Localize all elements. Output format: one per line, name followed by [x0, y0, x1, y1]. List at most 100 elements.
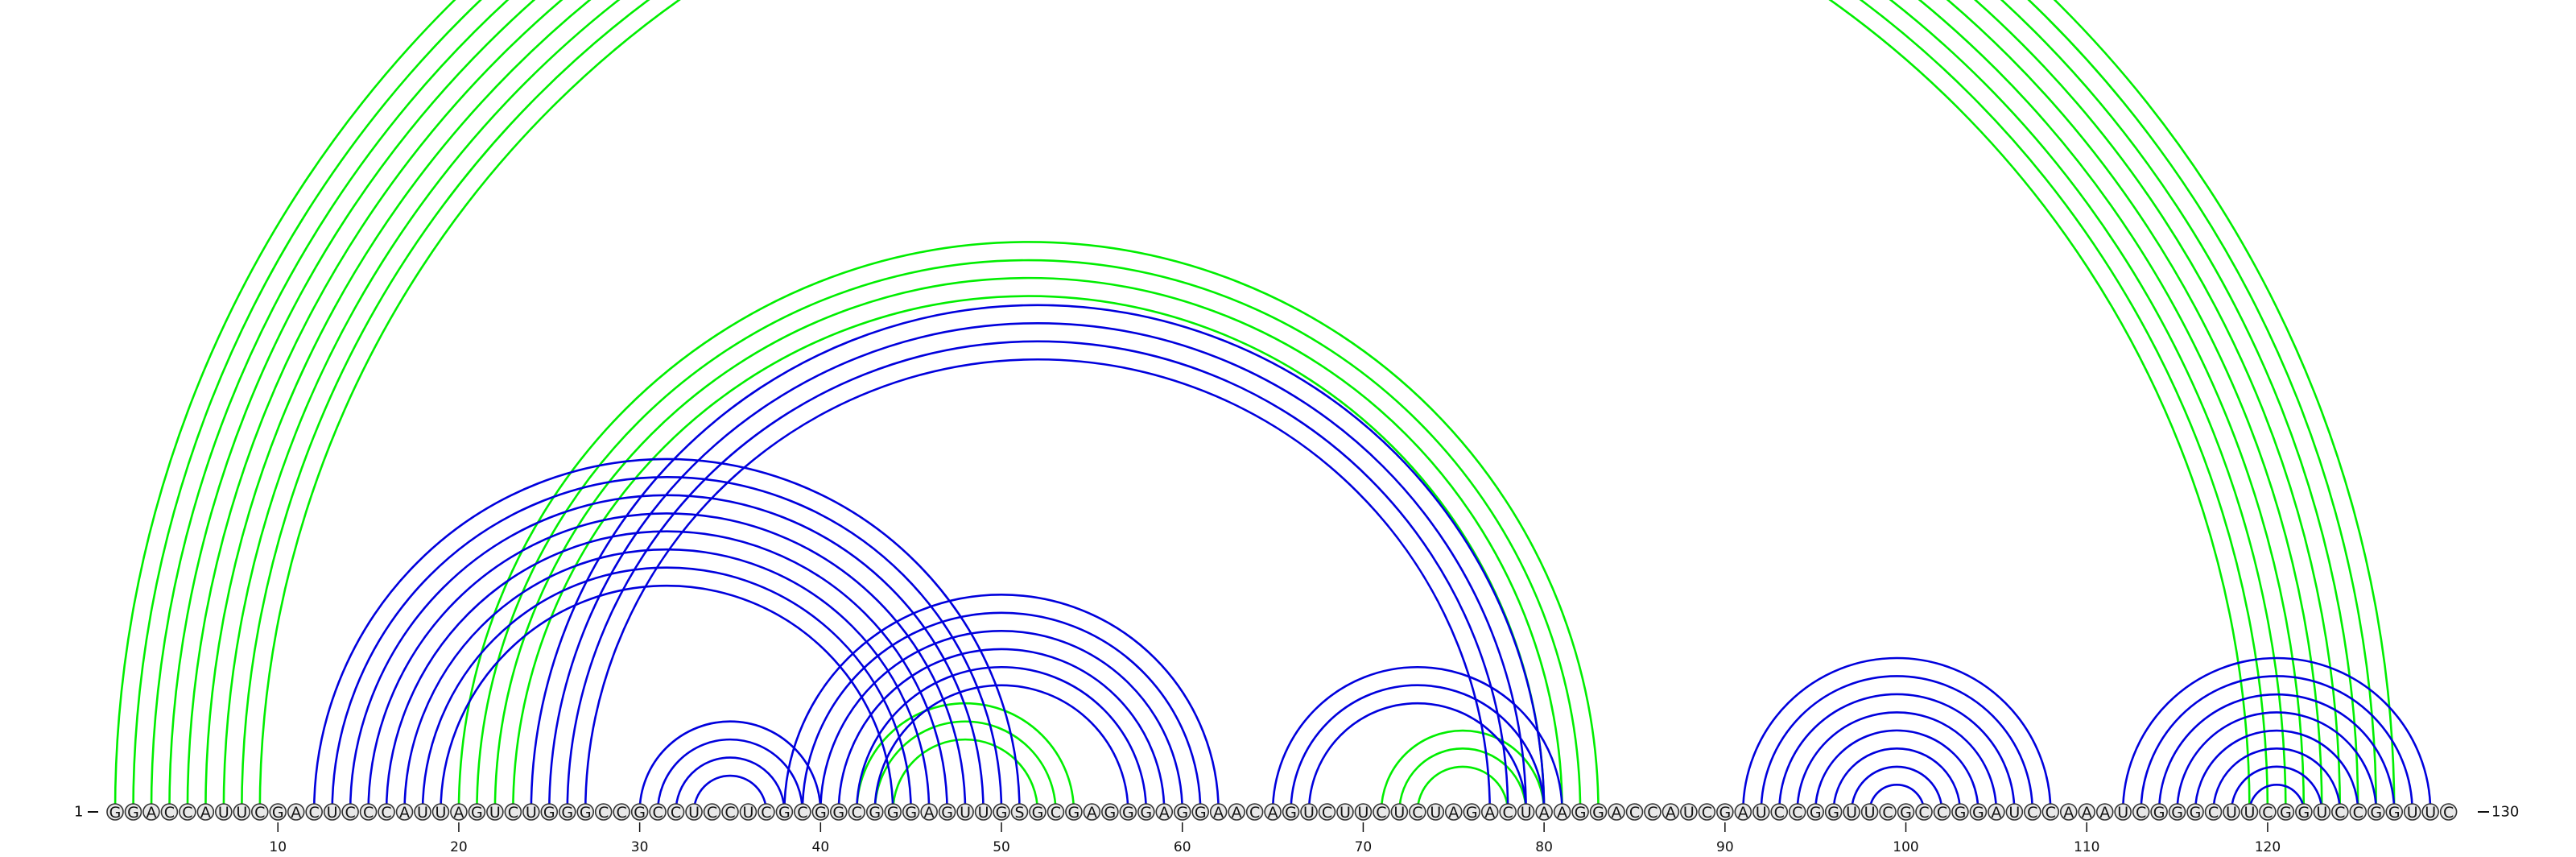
- nucleotide-128: U: [2403, 803, 2421, 822]
- nucleotide-129: U: [2421, 803, 2439, 822]
- nucleotide-19: U: [431, 803, 450, 822]
- nucleotide-114: G: [2150, 803, 2168, 822]
- nucleotide-letter: G: [941, 804, 953, 822]
- nucleotide-letter: G: [905, 804, 917, 822]
- nucleotide-letter: A: [1232, 804, 1242, 822]
- nucleotide-letter: C: [345, 804, 355, 822]
- nucleotide-letter: C: [2262, 804, 2273, 822]
- nucleotide-letter: A: [2099, 804, 2110, 822]
- nucleotide-33: U: [685, 803, 703, 822]
- nucleotide-letter: G: [2370, 804, 2382, 822]
- nucleotide-letter: U: [218, 804, 229, 822]
- nucleotide-circle: [1897, 803, 1915, 821]
- nucleotide-circle: [2421, 803, 2439, 821]
- nucleotide-35: C: [721, 803, 739, 822]
- blue-pair-arc-26-78: [566, 340, 1509, 813]
- nucleotide-letter: C: [1629, 804, 1640, 822]
- nucleotide-76: G: [1463, 803, 1481, 822]
- nucleotide-circle: [865, 803, 884, 821]
- nucleotide-110: A: [2078, 803, 2096, 822]
- nucleotide-circle: [1083, 803, 1101, 821]
- nucleotide-letter: U: [1683, 804, 1695, 822]
- blue-pair-arc-96-103: [1832, 747, 1962, 813]
- nucleotide-73: C: [1409, 803, 1426, 822]
- nucleotide-94: C: [1788, 803, 1806, 822]
- nucleotide-letter: G: [1575, 804, 1587, 822]
- blue-pair-arc-30-40: [638, 720, 822, 813]
- start-label: 1: [74, 804, 83, 821]
- nucleotide-letter: S: [1014, 804, 1024, 822]
- nucleotide-circle: [2331, 803, 2349, 821]
- nucleotide-circle: [1282, 803, 1300, 821]
- nucleotide-letter: C: [1882, 804, 1893, 822]
- nucleotide-68: C: [1318, 803, 1336, 822]
- nucleotide-letter: C: [852, 804, 862, 822]
- nucleotide-letter: U: [435, 804, 446, 822]
- nucleotide-circle: [1698, 803, 1716, 821]
- nucleotide-80: A: [1535, 803, 1553, 822]
- nucleotide-letter: C: [1647, 804, 1657, 822]
- nucleotide-11: A: [287, 803, 305, 822]
- nucleotide-62: A: [1209, 803, 1228, 822]
- nucleotide-circle: [2403, 803, 2421, 821]
- blue-pair-arc-19-44: [440, 584, 894, 813]
- nucleotide-circle: [2240, 803, 2259, 821]
- green-pair-arc-21-82: [476, 259, 1582, 813]
- nucleotide-circle: [378, 803, 395, 821]
- nucleotide-2: G: [124, 803, 142, 822]
- tick-label-20: 20: [450, 839, 468, 855]
- nucleotide-circle: [1951, 803, 1969, 821]
- blue-pair-arc-42-58: [855, 666, 1148, 813]
- green-pair-arc-43-53: [873, 720, 1057, 813]
- nucleotide-letter: U: [1340, 804, 1351, 822]
- nucleotide-56: G: [1101, 803, 1119, 822]
- nucleotide-circle: [2223, 803, 2240, 821]
- nucleotide-108: C: [2041, 803, 2060, 822]
- nucleotide-23: C: [504, 803, 522, 822]
- nucleotide-letter: U: [960, 804, 971, 822]
- blue-pair-arc-115-126: [2176, 711, 2378, 813]
- nucleotide-79: U: [1517, 803, 1535, 822]
- nucleotide-circle: [2150, 803, 2168, 821]
- nucleotide-circle: [2277, 803, 2295, 821]
- nucleotide-circle: [1644, 803, 1662, 821]
- nucleotide-letter: G: [815, 804, 827, 822]
- nucleotide-circle: [395, 803, 414, 821]
- blue-pair-arc-43-57: [873, 684, 1129, 813]
- nucleotide-circle: [1119, 803, 1137, 821]
- nucleotide-letter: G: [1955, 804, 1967, 822]
- nucleotide-87: A: [1662, 803, 1680, 822]
- blue-pair-arc-33-37: [692, 774, 768, 813]
- nucleotide-circle: [1300, 803, 1318, 821]
- tick-label-110: 110: [2074, 839, 2099, 855]
- nucleotide-letter: A: [1213, 804, 1224, 822]
- nucleotide-circle: [1571, 803, 1589, 821]
- nucleotide-letter: G: [778, 804, 791, 822]
- nucleotide-letter: G: [996, 804, 1008, 822]
- nucleotide-letter: G: [2298, 804, 2310, 822]
- nucleotide-circle: [540, 803, 559, 821]
- nucleotide-letter: A: [453, 804, 464, 822]
- nucleotide-circle: [830, 803, 848, 821]
- nucleotide-102: C: [1933, 803, 1951, 822]
- nucleotide-circle: [1480, 803, 1499, 821]
- blue-pair-arc-39-61: [801, 611, 1202, 813]
- nucleotide-14: C: [341, 803, 359, 822]
- arcs-layer: [114, 0, 2432, 813]
- nucleotide-letter: C: [1249, 804, 1260, 822]
- nucleotide-letter: U: [2316, 804, 2327, 822]
- nucleotide-circle: [1860, 803, 1879, 821]
- nucleotide-90: G: [1716, 803, 1734, 822]
- nucleotide-89: C: [1698, 803, 1716, 822]
- nucleotide-126: G: [2367, 803, 2385, 822]
- nucleotide-98: U: [1860, 803, 1879, 822]
- nucleotide-46: A: [920, 803, 938, 822]
- nucleotide-letter: C: [2353, 804, 2363, 822]
- nucleotide-circle: [2313, 803, 2331, 821]
- nucleotide-circle: [2186, 803, 2204, 821]
- green-pair-arc-9-119: [258, 0, 2251, 813]
- nucleotide-103: G: [1951, 803, 1969, 822]
- nucleotide-circle: [1680, 803, 1698, 821]
- nucleotide-circle: [215, 803, 233, 821]
- nucleotide-circle: [649, 803, 667, 821]
